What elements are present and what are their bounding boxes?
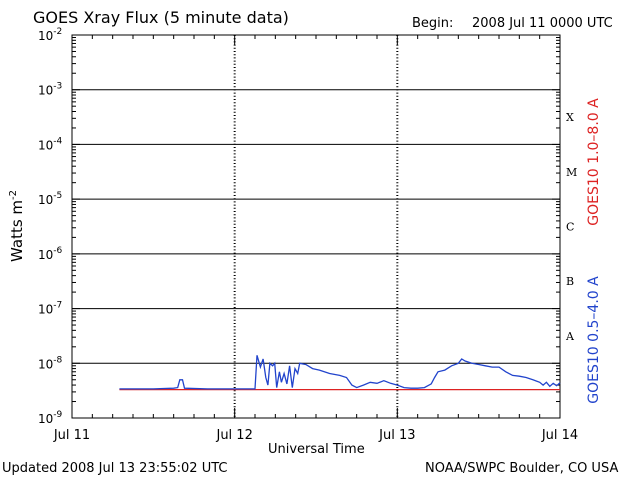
flare-class-label: M: [566, 166, 577, 179]
y-tick-label: 10-6: [38, 246, 63, 262]
y-axis-label: Watts m-2: [8, 190, 26, 262]
flare-class-label: X: [566, 111, 574, 124]
begin-label: Begin:: [412, 16, 454, 31]
y-tick-label: 10-2: [38, 27, 62, 43]
y-tick-label: 10-7: [38, 301, 62, 317]
flare-class-label: B: [566, 275, 574, 288]
y-tick-label: 10-3: [38, 82, 62, 98]
x-tick-label: Jul 13: [378, 428, 415, 443]
y-tick-label: 10-5: [38, 191, 62, 207]
credit-text: NOAA/SWPC Boulder, CO USA: [425, 461, 619, 476]
x-tick-label: Jul 12: [215, 428, 252, 443]
updated-timestamp: Updated 2008 Jul 13 23:55:02 UTC: [2, 461, 228, 476]
chart-title: GOES Xray Flux (5 minute data): [33, 8, 289, 27]
x-tick-label: Jul 11: [53, 428, 90, 443]
y-tick-label: 10-8: [38, 355, 63, 371]
y-tick-label: 10-9: [38, 410, 63, 426]
x-tick-label: Jul 14: [541, 428, 578, 443]
legend-long: GOES10 1.0–8.0 A: [586, 98, 602, 226]
plot-frame: [71, 34, 561, 419]
begin-value: 2008 Jul 11 0000 UTC: [472, 16, 613, 31]
x-axis-label: Universal Time: [268, 442, 365, 457]
y-tick-label: 10-4: [38, 136, 63, 152]
flare-class-label: C: [566, 221, 574, 234]
flare-class-label: A: [565, 330, 575, 343]
legend-short: GOES10 0.5–4.0 A: [586, 276, 602, 404]
series-line-short: [119, 355, 561, 390]
